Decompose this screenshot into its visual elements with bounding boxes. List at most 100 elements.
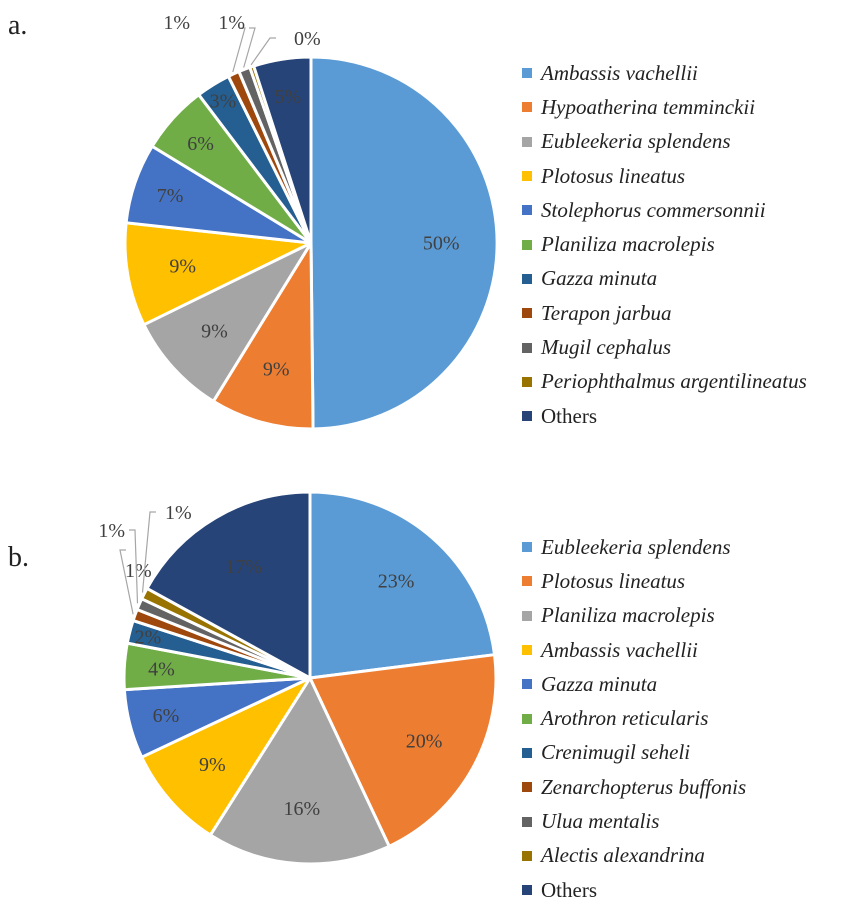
legend-label: Hypoatherina temminckii (541, 94, 756, 119)
legend-item: Mugil cephalus (522, 330, 807, 364)
data-label: 9% (199, 754, 226, 776)
legend-item: Zenarchopterus buffonis (522, 770, 746, 804)
legend-label: Others (541, 877, 597, 902)
data-labels: 50% 9% 9% 9% 7% 6% 3% 1% 1% 0% 5% (157, 12, 460, 381)
legend-swatch (522, 239, 532, 250)
data-label: 23% (378, 570, 415, 592)
legend-swatch (522, 610, 532, 621)
legend-item: Plotosus lineatus (522, 564, 746, 598)
legend-label: Planiliza macrolepis (541, 603, 715, 628)
legend-swatch (522, 342, 532, 353)
legend-item: Terapon jarbua (522, 296, 807, 330)
legend-label: Gazza minuta (541, 266, 658, 291)
data-label: 6% (153, 705, 180, 727)
legend-item: Eubleekeria splendens (522, 530, 746, 564)
pie-slice (309, 55, 499, 430)
legend-swatch (522, 885, 532, 896)
data-label: 1% (165, 502, 192, 524)
legend-swatch (522, 576, 532, 587)
legend-item: Eubleekeria splendens (522, 125, 807, 159)
data-label: 0% (294, 28, 321, 50)
legend-label: Zenarchopterus buffonis (541, 774, 747, 799)
legend-item: Ambassis vachellii (522, 56, 807, 90)
pie-chart: 23%20%16%9%6%4%2%1%1%1%17% (98, 490, 498, 866)
leader-line (250, 37, 276, 66)
pie-slices (122, 490, 498, 866)
legend-label: Plotosus lineatus (541, 163, 686, 188)
legend-swatch (522, 850, 532, 861)
data-labels: 23%20%16%9%6%4%2%1%1%1%17% (98, 502, 442, 820)
legend-swatch (522, 713, 532, 724)
legend-item: Ambassis vachellii (522, 633, 746, 667)
panel-label: b. (8, 542, 29, 573)
chart-panel-a: a. 50% 9% 9% 9% 7% 6% 3% 1% 1% 0% 5% Ambassis vach… (0, 0, 847, 430)
legend-item: Periophthalmus argentilineatus (522, 365, 807, 399)
leader-line (232, 27, 246, 73)
legend-label: Mugil cephalus (541, 335, 672, 360)
legend-item: Planiliza macrolepis (522, 599, 746, 633)
pie-slices (123, 55, 499, 430)
legend-item: Planiliza macrolepis (522, 227, 807, 261)
pie-slice (123, 221, 313, 327)
legend-label: Arothron reticularis (541, 706, 709, 731)
legend-swatch (522, 308, 532, 319)
legend-item: Stolephorus commersonnii (522, 193, 807, 227)
legend-item: Others (522, 399, 807, 433)
data-label: 20% (406, 731, 443, 753)
data-label: 6% (187, 133, 214, 155)
legend-swatch (522, 816, 532, 827)
pie-slice (140, 676, 312, 837)
legend-label: Periophthalmus argentilineatus (541, 369, 807, 394)
legend-label: Ambassis vachellii (541, 60, 698, 85)
panel-label: a. (8, 10, 28, 41)
legend-label: Crenimugil seheli (541, 740, 691, 765)
legend: Ambassis vachellii Hypoatherina temmincki… (522, 56, 807, 433)
legend-swatch (522, 376, 532, 387)
legend-swatch (522, 542, 532, 553)
legend-label: Ulua mentalis (541, 809, 660, 834)
legend: Eubleekeria splendens Plotosus lineatus Pl… (522, 530, 746, 907)
legend-label: Ambassis vachellii (541, 637, 698, 662)
legend-label: Eubleekeria splendens (541, 129, 731, 154)
data-label: 1% (218, 12, 245, 34)
legend-swatch (522, 679, 532, 690)
legend-item: Plotosus lineatus (522, 159, 807, 193)
legend-item: Others (522, 873, 746, 907)
data-label: 1% (98, 520, 125, 542)
data-label: 7% (157, 185, 184, 207)
pie-chart: 50% 9% 9% 9% 7% 6% 3% 1% 1% 0% 5% (123, 12, 499, 430)
data-label: 1% (125, 560, 152, 582)
data-label: 50% (423, 232, 460, 254)
legend-label: Planiliza macrolepis (541, 232, 715, 257)
legend-swatch (522, 136, 532, 147)
data-label: 2% (135, 626, 162, 648)
legend-item: Hypoatherina temminckii (522, 90, 807, 124)
pie-slice (145, 490, 312, 680)
legend-label: Plotosus lineatus (541, 568, 686, 593)
legend-label: Terapon jarbua (541, 300, 672, 325)
legend-swatch (522, 171, 532, 182)
data-label: 9% (169, 255, 196, 277)
data-label: 1% (163, 12, 190, 34)
chart-panel-b: b. 23% 20% 16% 9% 6% 4% 2% 1% 1% 1% 17% Eubleekeri… (0, 460, 847, 902)
pie-slice (208, 676, 391, 866)
pie-slice (142, 241, 313, 403)
legend-swatch (522, 411, 532, 422)
data-label: 16% (283, 798, 320, 820)
data-label: 9% (263, 359, 290, 381)
legend-item: Gazza minuta (522, 667, 746, 701)
data-label: 4% (148, 659, 175, 681)
pie-slice (308, 490, 497, 680)
leader-line (119, 549, 134, 615)
data-label: 5% (274, 86, 301, 108)
data-label: 17% (225, 556, 262, 578)
legend-swatch (522, 205, 532, 216)
legend-swatch (522, 102, 532, 113)
legend-item: Gazza minuta (522, 262, 807, 296)
pie-slice (211, 241, 315, 430)
data-label: 9% (201, 321, 228, 343)
legend-swatch (522, 782, 532, 793)
legend-item: Alectis alexandrina (522, 839, 746, 873)
legend-item: Ulua mentalis (522, 804, 746, 838)
leader-line (243, 27, 256, 68)
